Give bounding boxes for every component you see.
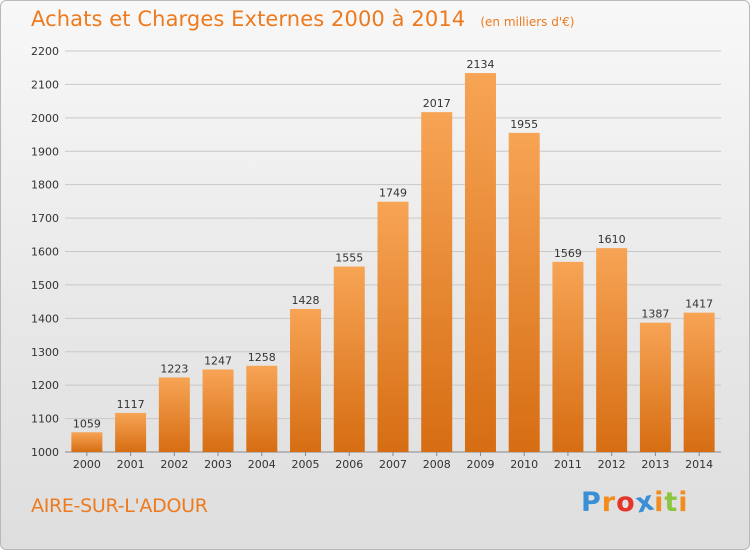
y-tick-label: 1500 [31, 279, 59, 292]
data-label: 2017 [423, 97, 451, 110]
y-tick-label: 1800 [31, 179, 59, 192]
data-label: 1555 [335, 252, 363, 265]
logo-letter: P [581, 487, 602, 518]
x-tick-label: 2011 [554, 458, 582, 471]
y-tick-label: 1100 [31, 413, 59, 426]
data-label: 1417 [685, 298, 713, 311]
data-label: 1569 [554, 247, 582, 260]
y-tick-label: 1900 [31, 145, 59, 158]
x-tick-label: 2002 [160, 458, 188, 471]
bars [71, 73, 715, 453]
x-tick-label: 2013 [641, 458, 669, 471]
data-label: 1428 [292, 294, 320, 307]
y-tick-label: 1700 [31, 212, 59, 225]
data-label: 1117 [117, 398, 145, 411]
bar-2002 [158, 377, 190, 452]
data-label: 1749 [379, 187, 407, 200]
logo-letter: i [654, 487, 665, 518]
x-tick-label: 2003 [204, 458, 232, 471]
x-tick-label: 2012 [598, 458, 626, 471]
x-tick-label: 2010 [510, 458, 538, 471]
y-tick-label: 1400 [31, 312, 59, 325]
x-axis-ticks: 2000 2001 2002 2003 2004 2005 2006 2007 2008 2009… [73, 452, 713, 471]
bar-2014 [683, 312, 715, 452]
x-tick-label: 2001 [117, 458, 145, 471]
proxiti-logo: Proxiti [581, 485, 689, 519]
y-tick-label: 2000 [31, 112, 59, 125]
y-tick-label: 1300 [31, 346, 59, 359]
data-label: 1610 [598, 233, 626, 246]
bar-2006 [333, 266, 365, 452]
y-tick-label: 2100 [31, 78, 59, 91]
x-tick-label: 2009 [466, 458, 494, 471]
bar-2009 [464, 73, 496, 453]
bar-2011 [552, 261, 584, 452]
bar-2013 [639, 322, 671, 452]
bar-2007 [377, 201, 409, 452]
x-tick-label: 2004 [248, 458, 276, 471]
chart-title: Achats et Charges Externes 2000 à 2014 [31, 7, 466, 31]
y-tick-label: 1600 [31, 246, 59, 259]
bar-2000 [71, 432, 103, 452]
title-row: Achats et Charges Externes 2000 à 2014 (… [31, 7, 574, 31]
bar-2008 [421, 112, 453, 452]
data-label: 1223 [160, 362, 188, 375]
data-label: 1059 [73, 417, 101, 430]
bar-2003 [202, 369, 234, 452]
y-tick-label: 2200 [31, 45, 59, 58]
bar-2012 [596, 248, 628, 452]
location-name: AIRE-SUR-L'ADOUR [31, 495, 208, 517]
x-tick-label: 2006 [335, 458, 363, 471]
x-tick-label: 2007 [379, 458, 407, 471]
logo-letter: i [678, 487, 689, 518]
chart-subtitle: (en milliers d'€) [480, 15, 575, 29]
logo-letter: o [616, 487, 636, 518]
x-tick-label: 2000 [73, 458, 101, 471]
data-label: 1247 [204, 354, 232, 367]
x-tick-label: 2005 [292, 458, 320, 471]
bar-2004 [246, 365, 278, 452]
data-labels: 1059 1117 1223 1247 1258 1428 1555 1749 2017 2134… [73, 58, 713, 430]
x-tick-label: 2008 [423, 458, 451, 471]
x-tick-label: 2014 [685, 458, 713, 471]
logo-letter: t [664, 487, 679, 518]
y-axis-ticks: 1000 1100 1200 1300 1400 1500 1600 1700 1800 1900… [31, 45, 59, 459]
data-label: 1387 [641, 308, 669, 321]
y-tick-label: 1200 [31, 379, 59, 392]
bar-2010 [508, 132, 540, 452]
data-label: 1258 [248, 351, 276, 364]
bar-2005 [290, 308, 322, 452]
y-tick-label: 1000 [31, 446, 59, 459]
data-label: 2134 [466, 58, 494, 71]
data-label: 1955 [510, 118, 538, 131]
logo-letter: r [601, 487, 617, 518]
bar-2001 [115, 412, 147, 452]
